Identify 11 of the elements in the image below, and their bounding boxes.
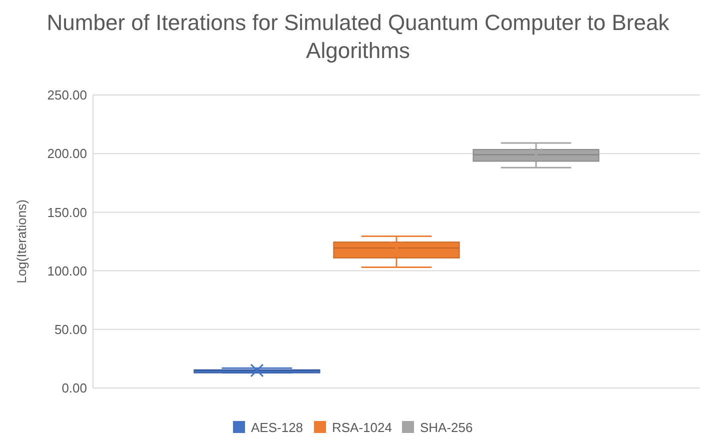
y-tick-label: 100.00 [47,263,87,278]
y-tick-label: 200.00 [47,146,87,162]
legend-label: RSA-1024 [332,420,392,435]
legend-label: AES-128 [251,420,304,435]
chart-title: Number of Iterations for Simulated Quantum Computer to Break Algorithms [46,10,670,63]
y-tick-label: 250.00 [47,88,87,103]
y-tick-label: 50.00 [54,322,87,337]
y-axis-title: Log(Iterations) [14,200,29,284]
legend-label: SHA-256 [420,420,473,435]
y-tick-label: 150.00 [47,204,87,220]
y-tick-label: 0.00 [62,380,87,396]
